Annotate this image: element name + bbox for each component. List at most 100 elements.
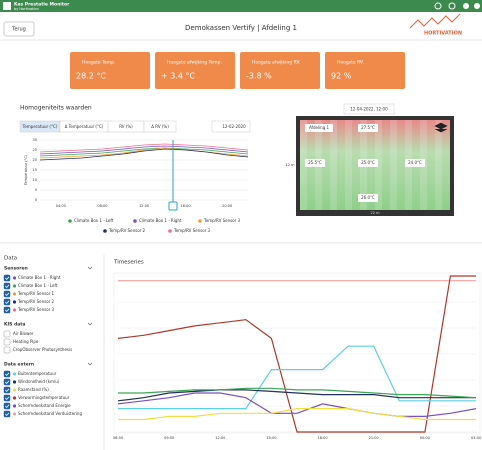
color-dot — [12, 292, 17, 296]
collapse-chevron[interactable] — [87, 362, 93, 366]
item-label: Temp/RV Sensor 3 — [17, 307, 55, 312]
group-title: Sensoren — [4, 266, 28, 272]
heatmap-cell — [358, 159, 378, 167]
section-title: Homogeniteits waarden — [20, 105, 92, 112]
heatmap-stripe — [435, 120, 442, 210]
heatmap-cell-label: 24.0°C — [408, 160, 422, 165]
x-tick-label: 18:00 — [318, 436, 328, 440]
checkbox[interactable] — [3, 290, 11, 298]
series-line — [118, 387, 477, 399]
item-label: Temp/RV Sensor 1 — [17, 291, 55, 296]
series-line — [117, 389, 476, 402]
app-title: Kas Prestatie Monitor — [14, 2, 70, 8]
tab-label: Δ RV (%) — [151, 124, 169, 129]
tab-label: Temperatuur (°C) — [22, 124, 58, 129]
heatmap-stripe — [300, 120, 307, 210]
back-label: Terug — [11, 27, 26, 33]
color-dot — [12, 372, 17, 376]
checkbox[interactable] — [3, 394, 11, 402]
heatmap-cell — [305, 124, 333, 132]
series-line — [117, 392, 477, 417]
top-bar — [0, 0, 482, 12]
x-tick-label: 03:00 — [471, 436, 481, 440]
date-label: 12-02-2020 — [222, 124, 246, 129]
check — [5, 308, 10, 312]
heatmap-cell — [305, 159, 325, 167]
legend-label: Temp/RV Sensor 2 — [108, 228, 146, 233]
heatmap-cell-label: 26.0°C — [361, 195, 375, 200]
color-dot — [12, 404, 17, 408]
tab[interactable] — [143, 120, 177, 133]
checkbox[interactable] — [3, 274, 11, 282]
checkbox[interactable] — [3, 282, 11, 290]
check — [5, 372, 10, 376]
x-tick-label: 06:00 — [113, 436, 123, 440]
collapse-chevron[interactable] — [87, 322, 93, 326]
color-dot — [12, 412, 17, 416]
checkbox[interactable] — [3, 370, 11, 378]
checkbox[interactable] — [3, 402, 11, 410]
check — [5, 284, 10, 288]
y-tick-label: 5 — [35, 188, 37, 192]
kpi-value: + 3.4 °C — [161, 72, 196, 81]
back-button[interactable] — [3, 21, 35, 37]
help-icon[interactable] — [434, 2, 442, 10]
kpi-card — [240, 52, 320, 89]
section-title: Timeseries — [113, 260, 144, 266]
heatmap-cell-label: 25.5°C — [308, 160, 322, 165]
legend-label: Temp/RV Sensor 3 — [203, 218, 241, 223]
item-label: Temp/RV Sensor 2 — [17, 299, 55, 304]
checkbox[interactable] — [3, 330, 11, 338]
checkbox[interactable] — [3, 338, 11, 346]
legend-swatch — [133, 219, 137, 223]
series-line — [118, 345, 476, 410]
checkbox[interactable] — [3, 378, 11, 386]
legend-label: Climate Box 1 - Right — [139, 218, 182, 223]
x-tick-label: 00:00 — [420, 436, 430, 440]
kpi-label: Hoogste Temp. — [82, 60, 115, 66]
item-label: Raamstand (%) — [18, 387, 49, 392]
heatmap-x-axis: 22 m — [371, 211, 381, 215]
y-tick-label: 10 — [33, 178, 37, 182]
checkbox[interactable] — [3, 346, 11, 354]
item-label: Windsnelheid (km/u) — [18, 379, 60, 384]
item-label: Schermdoekstand Verduistering — [18, 411, 82, 416]
kpi-card — [325, 52, 405, 89]
layers-icon[interactable] — [434, 122, 448, 133]
color-dot — [12, 308, 17, 312]
kpi-card — [70, 52, 150, 89]
checkbox[interactable] — [3, 410, 11, 418]
app-subtitle: by Hortivation — [14, 7, 39, 11]
item-label: Climate Box 1 - Right — [18, 275, 61, 280]
color-dot — [12, 276, 17, 280]
check — [5, 380, 10, 384]
settings-icon[interactable] — [448, 2, 456, 10]
x-tick-label: 20:00 — [222, 204, 232, 208]
notify-icon[interactable] — [463, 3, 469, 9]
heatmap-cell-label: Afdeling 1 — [309, 125, 330, 130]
heatmap-date-box — [343, 103, 395, 115]
checkbox[interactable] — [3, 298, 11, 306]
check — [5, 396, 10, 400]
x-tick-label: 12:00 — [139, 204, 149, 208]
heatmap-cell — [405, 159, 425, 167]
legend-label: Climate Box 1 - Left — [74, 218, 114, 223]
date-picker[interactable] — [211, 120, 251, 133]
y-axis-label: Temperatuur (°C) — [24, 154, 28, 186]
time-handle[interactable] — [168, 201, 178, 211]
user-icon[interactable] — [474, 3, 480, 9]
x-tick-label: 08:00 — [97, 204, 107, 208]
x-tick-label: 04:00 — [56, 204, 66, 208]
x-tick-label: 15:00 — [266, 436, 276, 440]
logo-mark — [409, 13, 461, 29]
checkbox[interactable] — [3, 306, 11, 314]
kpi-value: 28.2 °C — [76, 72, 106, 81]
kpi-card — [155, 52, 235, 89]
kpi-label: Hoogste afwijking Temp. — [167, 60, 222, 66]
color-dot — [12, 284, 17, 288]
collapse-chevron[interactable] — [87, 266, 93, 270]
checkbox[interactable] — [3, 386, 11, 394]
y-tick-label: 30 — [33, 138, 37, 142]
tab-label: Δ Temperatuur (°C) — [65, 124, 104, 129]
logo: HORTIVATION — [424, 31, 462, 37]
